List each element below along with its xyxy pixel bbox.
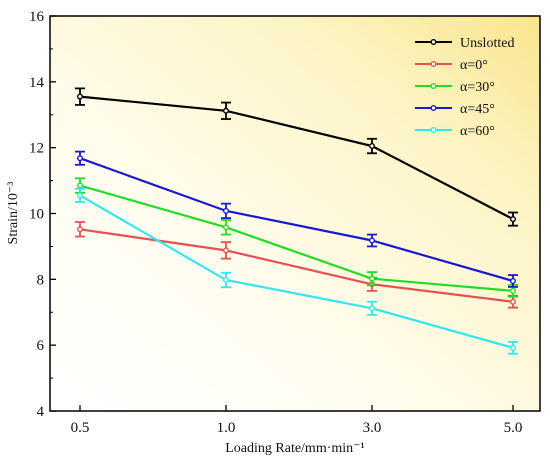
data-point [76, 93, 83, 100]
y-tick-label: 12 [29, 141, 44, 157]
legend-item: α=45° [415, 102, 495, 117]
series-0 [75, 87, 518, 227]
legend-marker [430, 39, 437, 46]
series-4 [75, 187, 518, 355]
data-point [76, 182, 83, 189]
data-point [76, 226, 83, 233]
series-layer [75, 87, 518, 355]
data-point [510, 344, 517, 351]
x-tick-label: 0.5 [71, 420, 90, 436]
x-axis-title: Loading Rate/mm·min⁻¹ [225, 441, 365, 456]
data-point [369, 237, 376, 244]
data-point [510, 216, 517, 223]
y-tick-label: 4 [37, 404, 45, 420]
legend-item: α=0° [415, 58, 488, 73]
legend-marker [430, 82, 437, 89]
legend-marker [430, 104, 437, 111]
data-point [76, 192, 83, 199]
data-point [222, 207, 229, 214]
legend-label: α=0° [460, 58, 488, 73]
y-axis-title: Strain/10⁻³ [6, 182, 21, 245]
y-tick-label: 16 [29, 9, 45, 25]
legend-marker [430, 126, 437, 133]
legend-label: Unslotted [460, 36, 514, 51]
y-tick-label: 6 [37, 338, 45, 354]
series-line [79, 95, 514, 221]
x-tick-label: 3.0 [363, 420, 382, 436]
data-point [222, 224, 229, 231]
series-1 [75, 221, 518, 309]
legend: Unslotted α=0° α=30° α=45° α=60° [415, 36, 514, 139]
series-line [79, 194, 514, 349]
plot-background [50, 16, 540, 411]
legend-item: α=30° [415, 80, 495, 95]
legend-item: Unslotted [415, 36, 514, 51]
series-3 [75, 150, 518, 288]
x-tick-label: 5.0 [504, 420, 523, 436]
data-point [510, 298, 517, 305]
series-line [79, 157, 514, 283]
y-tick-label: 8 [37, 272, 45, 288]
data-point [510, 277, 517, 284]
legend-label: α=45° [460, 102, 495, 117]
x-tick-label: 1.0 [217, 420, 236, 436]
data-point [222, 247, 229, 254]
data-point [222, 276, 229, 283]
legend-label: α=60° [460, 124, 495, 139]
data-point [369, 305, 376, 312]
data-point [222, 107, 229, 114]
series-2 [75, 177, 518, 298]
y-tick-label: 10 [29, 207, 44, 223]
data-point [510, 287, 517, 294]
legend-marker [430, 61, 437, 68]
y-tick-label: 14 [29, 75, 45, 91]
data-point [76, 155, 83, 162]
data-point [369, 143, 376, 150]
legend-item: α=60° [415, 124, 495, 139]
series-line [79, 184, 514, 292]
data-point [369, 275, 376, 282]
axes: 4 6 8 10 12 14 16 0.5 1.0 3.0 5.0 [29, 9, 541, 436]
series-line [79, 228, 514, 303]
legend-label: α=30° [460, 80, 495, 95]
